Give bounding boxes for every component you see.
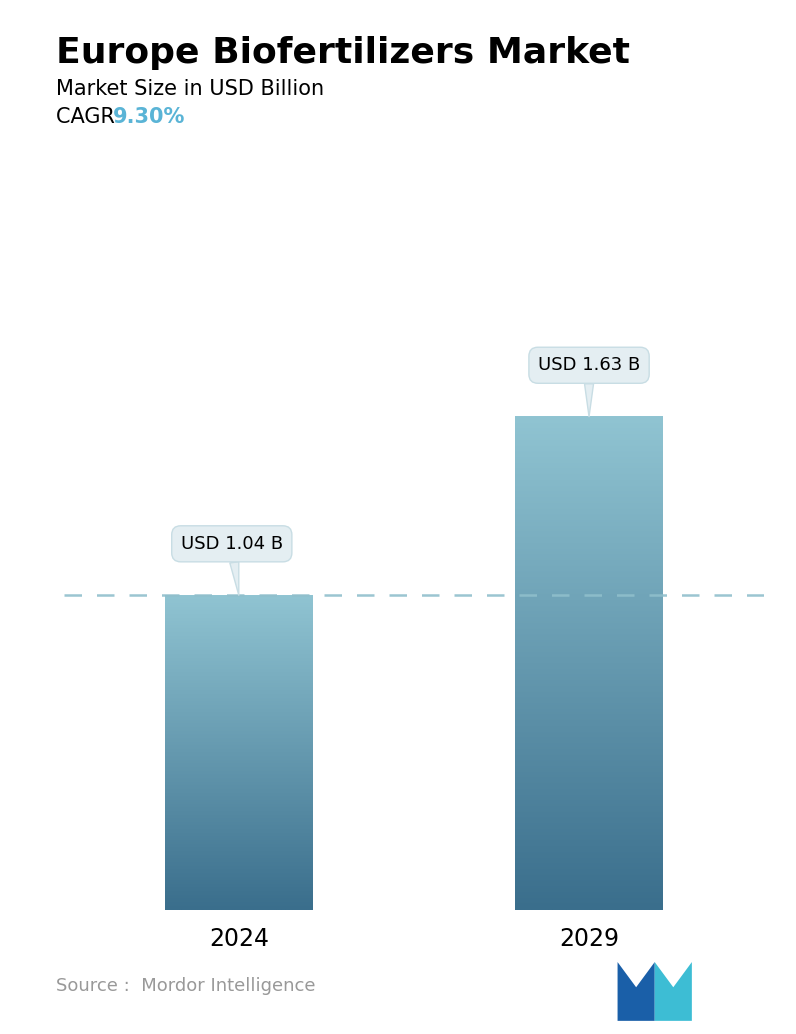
Polygon shape (618, 962, 654, 1021)
Text: USD 1.63 B: USD 1.63 B (538, 357, 640, 417)
Text: USD 1.04 B: USD 1.04 B (181, 535, 283, 596)
Polygon shape (654, 962, 692, 1021)
Text: Market Size in USD Billion: Market Size in USD Billion (56, 79, 324, 98)
Text: Europe Biofertilizers Market: Europe Biofertilizers Market (56, 36, 630, 70)
Text: CAGR: CAGR (56, 107, 121, 126)
Text: 9.30%: 9.30% (113, 107, 185, 126)
Text: Source :  Mordor Intelligence: Source : Mordor Intelligence (56, 977, 315, 995)
